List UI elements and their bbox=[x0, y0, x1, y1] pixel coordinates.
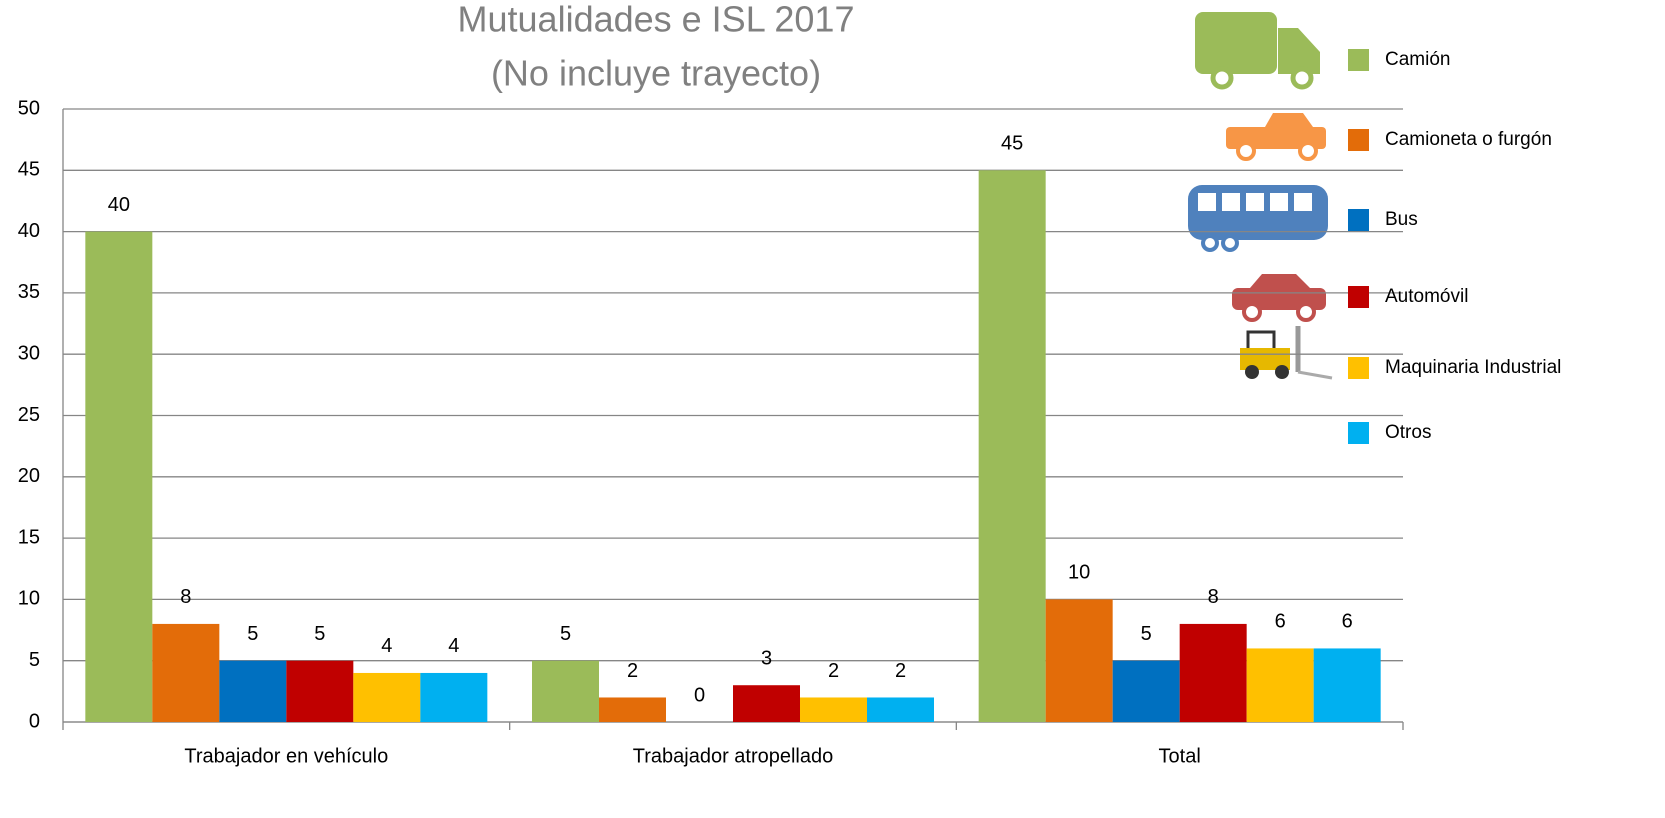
x-tick-label: Trabajador en vehículo bbox=[184, 745, 388, 767]
y-tick-label: 15 bbox=[18, 526, 40, 548]
data-label: 5 bbox=[560, 623, 571, 645]
data-label: 4 bbox=[381, 635, 392, 657]
data-label: 2 bbox=[895, 660, 906, 682]
bar bbox=[152, 624, 219, 722]
x-tick-label: Trabajador atropellado bbox=[633, 745, 834, 767]
bar bbox=[420, 673, 487, 722]
data-label: 3 bbox=[761, 648, 772, 670]
bus-icon bbox=[1188, 185, 1328, 250]
y-tick-label: 40 bbox=[18, 220, 40, 242]
data-label: 45 bbox=[1001, 133, 1023, 155]
bar bbox=[733, 685, 800, 722]
bar bbox=[1314, 648, 1381, 722]
y-tick-label: 0 bbox=[29, 710, 40, 732]
bar bbox=[599, 697, 666, 722]
data-label: 6 bbox=[1275, 611, 1286, 633]
bar bbox=[1046, 599, 1113, 722]
legend-swatch bbox=[1348, 129, 1369, 151]
legend-label: Maquinaria Industrial bbox=[1385, 357, 1561, 378]
pickup-icon bbox=[1226, 113, 1326, 159]
data-label: 40 bbox=[108, 194, 130, 216]
y-tick-label: 5 bbox=[29, 649, 40, 671]
y-tick-label: 20 bbox=[18, 465, 40, 487]
data-label: 6 bbox=[1342, 611, 1353, 633]
legend-label: Otros bbox=[1385, 422, 1431, 443]
x-tick-label: Total bbox=[1159, 745, 1201, 767]
y-tick-label: 30 bbox=[18, 342, 40, 364]
forklift-icon bbox=[1240, 326, 1332, 379]
legend-swatch bbox=[1348, 357, 1369, 379]
chart: Mutualidades e ISL 2017 (No incluye tray… bbox=[0, 0, 1665, 818]
bar bbox=[85, 232, 152, 722]
data-label: 5 bbox=[247, 623, 258, 645]
bar bbox=[1113, 661, 1180, 722]
data-label: 8 bbox=[1208, 586, 1219, 608]
bar bbox=[979, 170, 1046, 722]
y-tick-label: 25 bbox=[18, 404, 40, 426]
data-label: 5 bbox=[1141, 623, 1152, 645]
chart-subtitle: (No incluye trayecto) bbox=[491, 53, 821, 94]
legend-icons bbox=[1188, 12, 1332, 379]
bar bbox=[532, 661, 599, 722]
legend-swatch bbox=[1348, 286, 1369, 308]
bar bbox=[353, 673, 420, 722]
legend-label: Camión bbox=[1385, 49, 1450, 70]
data-label: 10 bbox=[1068, 562, 1090, 584]
y-tick-label: 45 bbox=[18, 159, 40, 181]
legend-label: Automóvil bbox=[1385, 286, 1468, 307]
data-label: 5 bbox=[314, 623, 325, 645]
chart-title: Mutualidades e ISL 2017 bbox=[458, 0, 855, 40]
truck-icon bbox=[1195, 12, 1320, 87]
y-tick-label: 10 bbox=[18, 588, 40, 610]
data-label: 8 bbox=[180, 586, 191, 608]
bar bbox=[219, 661, 286, 722]
data-label: 2 bbox=[828, 660, 839, 682]
bar bbox=[867, 697, 934, 722]
legend-label: Bus bbox=[1385, 209, 1418, 230]
legend-swatch bbox=[1348, 209, 1369, 231]
bar bbox=[286, 661, 353, 722]
bar bbox=[1180, 624, 1247, 722]
bar bbox=[800, 697, 867, 722]
data-label: 0 bbox=[694, 684, 705, 706]
y-tick-label: 35 bbox=[18, 281, 40, 303]
data-label: 4 bbox=[448, 635, 459, 657]
legend-label: Camioneta o furgón bbox=[1385, 129, 1552, 150]
legend-swatch bbox=[1348, 422, 1369, 444]
bar bbox=[1247, 648, 1314, 722]
car-icon bbox=[1232, 274, 1326, 320]
y-tick-label: 50 bbox=[18, 97, 40, 119]
legend-swatch bbox=[1348, 49, 1369, 71]
data-label: 2 bbox=[627, 660, 638, 682]
